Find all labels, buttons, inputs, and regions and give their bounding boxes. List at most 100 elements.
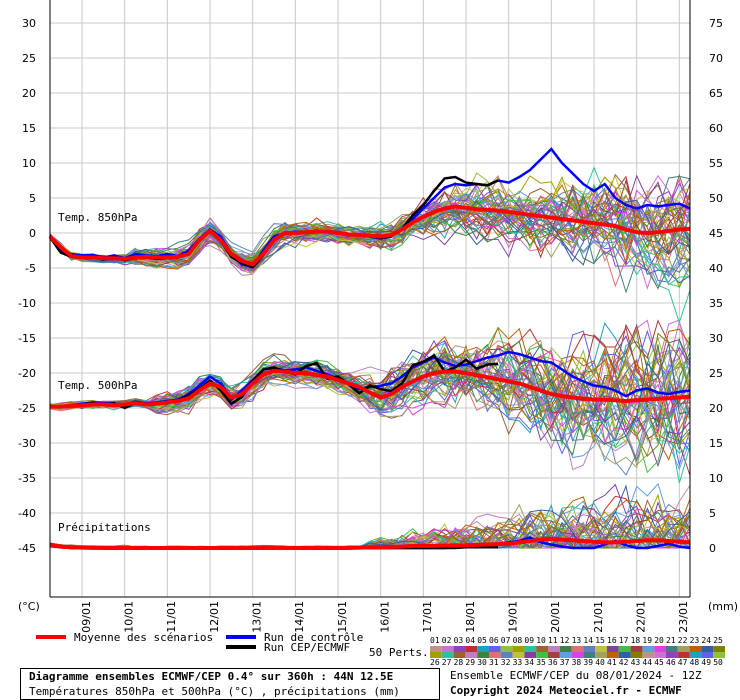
pert-label: 24 — [701, 636, 711, 645]
pert-label: 42 — [619, 658, 629, 667]
pert-swatch — [595, 646, 607, 652]
x-tick-label: 18/01 — [464, 601, 477, 633]
pert-label: 47 — [678, 658, 688, 667]
pert-swatch — [654, 652, 666, 658]
pert-swatch — [441, 652, 454, 658]
pert-label: 49 — [701, 658, 711, 667]
pert-label: 38 — [572, 658, 582, 667]
x-tick-label: 16/01 — [379, 601, 392, 633]
y-tick-left: 0 — [29, 227, 36, 240]
pert-swatch — [559, 652, 572, 658]
pert-label: 05 — [477, 636, 487, 645]
pert-label: 21 — [666, 636, 676, 645]
x-tick-label: 15/01 — [336, 601, 349, 633]
pert-swatch — [489, 646, 501, 652]
x-tick-label: 09/01 — [80, 601, 93, 633]
y-tick-right: 5 — [709, 507, 716, 520]
pert-swatch — [677, 646, 690, 652]
pert-swatch — [512, 646, 525, 652]
pert-swatch — [642, 646, 655, 652]
pert-label: 33 — [513, 658, 523, 667]
x-tick-label: 17/01 — [421, 601, 434, 633]
pert-swatch — [701, 652, 714, 658]
pert-swatch — [465, 652, 478, 658]
x-tick-label: 23/01 — [677, 601, 690, 633]
y-tick-right: 35 — [709, 297, 723, 310]
pert-label: 02 — [442, 636, 452, 645]
ensemble-info: Ensemble ECMWF/CEP du 08/01/2024 - 12Z — [450, 669, 702, 682]
y-tick-right: 10 — [709, 472, 723, 485]
y-tick-left: -40 — [18, 507, 36, 520]
y-tick-left: 25 — [22, 52, 36, 65]
member-line-t500 — [49, 319, 691, 414]
x-tick-label: 21/01 — [592, 601, 605, 633]
pert-swatch — [689, 652, 702, 658]
title-box: Diagramme ensembles ECMWF/CEP 0.4° sur 3… — [20, 668, 440, 700]
pert-swatch — [642, 652, 655, 658]
pert-swatch — [500, 646, 513, 652]
pert-label: 41 — [607, 658, 617, 667]
y-tick-right: 15 — [709, 437, 723, 450]
pert-swatch — [666, 652, 678, 658]
pert-swatch — [571, 646, 584, 652]
pert-swatch — [453, 652, 466, 658]
member-line-t500 — [49, 349, 691, 469]
pert-swatch — [548, 652, 560, 658]
chart-subtitle: Températures 850hPa et 500hPa (°C) , pré… — [29, 685, 400, 698]
member-line-t850 — [49, 175, 691, 275]
pert-swatch — [654, 646, 666, 652]
panel-label-precip: Précipitations — [58, 521, 151, 534]
pert-swatch — [477, 652, 489, 658]
pert-swatch — [630, 646, 643, 652]
pert-label: 29 — [465, 658, 475, 667]
pert-label: 37 — [560, 658, 570, 667]
y-tick-right: 20 — [709, 402, 723, 415]
x-tick-label: 12/01 — [208, 601, 221, 633]
panel-label-t500: Temp. 500hPa — [58, 379, 137, 392]
pert-swatch — [453, 646, 466, 652]
y-tick-right: 0 — [709, 542, 716, 555]
pert-label: 30 — [477, 658, 487, 667]
pert-swatch — [677, 652, 690, 658]
pert-swatch — [477, 646, 489, 652]
y-tick-left: 20 — [22, 87, 36, 100]
pert-label: 18 — [631, 636, 641, 645]
pert-swatch — [512, 652, 525, 658]
pert-label: 01 — [430, 636, 440, 645]
pert-swatch — [441, 646, 454, 652]
legend-cep-label: Run CEP/ECMWF — [264, 641, 350, 654]
mean-line-t500 — [50, 368, 691, 409]
pert-swatch — [524, 646, 537, 652]
pert-label: 12 — [560, 636, 570, 645]
pert-label: 46 — [666, 658, 676, 667]
pert-label: 23 — [690, 636, 700, 645]
pert-swatch — [548, 646, 560, 652]
pert-swatch — [430, 646, 442, 652]
pert-label: 10 — [536, 636, 546, 645]
pert-label: 06 — [489, 636, 499, 645]
right-unit-label: (mm) — [708, 600, 738, 613]
pert-swatch — [489, 652, 501, 658]
y-tick-right: 50 — [709, 192, 723, 205]
y-tick-right: 30 — [709, 332, 723, 345]
pert-swatch — [607, 652, 619, 658]
pert-label: 48 — [690, 658, 700, 667]
pert-label: 09 — [524, 636, 534, 645]
y-tick-left: 30 — [22, 17, 36, 30]
y-tick-left: 15 — [22, 122, 36, 135]
pert-swatch — [713, 646, 725, 652]
pert-label: 07 — [501, 636, 511, 645]
member-line-t500 — [49, 349, 691, 443]
pert-swatch — [571, 652, 584, 658]
pert-swatch — [536, 652, 548, 658]
pert-label: 32 — [501, 658, 511, 667]
y-tick-right: 25 — [709, 367, 723, 380]
y-tick-left: -45 — [18, 542, 36, 555]
pert-swatch — [500, 652, 513, 658]
member-line-t500 — [49, 329, 691, 455]
y-tick-right: 75 — [709, 17, 723, 30]
y-tick-right: 45 — [709, 227, 723, 240]
pert-swatch — [524, 652, 537, 658]
pert-label: 44 — [642, 658, 652, 667]
